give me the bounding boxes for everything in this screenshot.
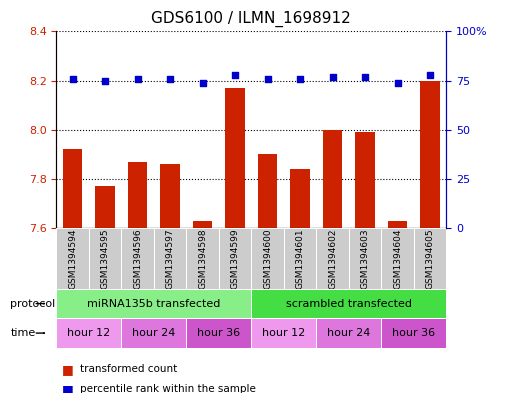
Text: ■: ■	[62, 363, 73, 376]
Title: GDS6100 / ILMN_1698912: GDS6100 / ILMN_1698912	[151, 11, 351, 27]
Text: hour 24: hour 24	[132, 328, 175, 338]
Text: GSM1394600: GSM1394600	[263, 228, 272, 289]
Text: GSM1394602: GSM1394602	[328, 228, 337, 288]
Text: hour 12: hour 12	[67, 328, 110, 338]
Text: GSM1394596: GSM1394596	[133, 228, 142, 289]
Point	[199, 79, 207, 86]
Point	[393, 79, 402, 86]
Bar	[56, 289, 251, 318]
Bar	[89, 228, 122, 289]
Text: GSM1394594: GSM1394594	[68, 228, 77, 288]
Text: GSM1394601: GSM1394601	[295, 228, 305, 289]
Text: hour 12: hour 12	[262, 328, 305, 338]
Bar	[414, 228, 446, 289]
Bar	[323, 130, 342, 228]
Bar	[317, 228, 349, 289]
Point	[328, 73, 337, 80]
Point	[69, 75, 77, 82]
Point	[296, 75, 304, 82]
Point	[166, 75, 174, 82]
Bar	[63, 149, 83, 228]
Bar	[251, 289, 446, 318]
Point	[426, 72, 434, 78]
Bar	[219, 228, 251, 289]
Bar	[56, 228, 89, 289]
Bar	[186, 228, 219, 289]
Bar	[356, 132, 375, 228]
Text: time: time	[10, 328, 35, 338]
Bar	[128, 162, 147, 228]
Text: hour 24: hour 24	[327, 328, 370, 338]
Point	[133, 75, 142, 82]
Text: GSM1394605: GSM1394605	[426, 228, 435, 289]
Bar	[381, 318, 446, 348]
Text: hour 36: hour 36	[392, 328, 436, 338]
Text: scrambled transfected: scrambled transfected	[286, 299, 412, 309]
Text: GSM1394595: GSM1394595	[101, 228, 110, 289]
Bar	[251, 228, 284, 289]
Text: ■: ■	[62, 382, 73, 393]
Point	[231, 72, 239, 78]
Bar	[420, 81, 440, 228]
Bar	[225, 88, 245, 228]
Bar	[251, 318, 317, 348]
Bar	[56, 318, 122, 348]
Text: GSM1394599: GSM1394599	[231, 228, 240, 289]
Bar	[193, 220, 212, 228]
Text: GSM1394597: GSM1394597	[166, 228, 174, 289]
Bar	[317, 318, 381, 348]
Bar	[95, 186, 115, 228]
Bar	[388, 220, 407, 228]
Bar	[122, 318, 186, 348]
Text: protocol: protocol	[10, 299, 55, 309]
Bar	[349, 228, 381, 289]
Bar	[154, 228, 186, 289]
Text: hour 36: hour 36	[198, 328, 241, 338]
Point	[101, 77, 109, 84]
Text: miRNA135b transfected: miRNA135b transfected	[87, 299, 221, 309]
Text: percentile rank within the sample: percentile rank within the sample	[80, 384, 255, 393]
Point	[361, 73, 369, 80]
Text: transformed count: transformed count	[80, 364, 177, 375]
Point	[264, 75, 272, 82]
Text: GSM1394604: GSM1394604	[393, 228, 402, 288]
Bar	[284, 228, 317, 289]
Bar	[186, 318, 251, 348]
Bar	[381, 228, 414, 289]
Bar	[258, 154, 278, 228]
Bar	[161, 164, 180, 228]
Bar	[290, 169, 310, 228]
Text: GSM1394598: GSM1394598	[198, 228, 207, 289]
Bar	[122, 228, 154, 289]
Text: GSM1394603: GSM1394603	[361, 228, 369, 289]
